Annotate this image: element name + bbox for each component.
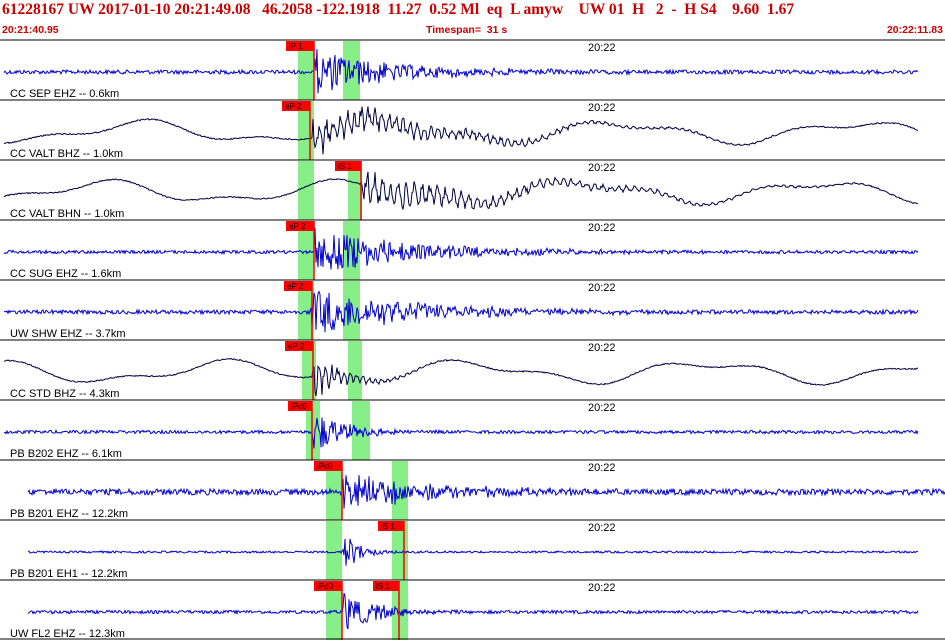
phase-pick[interactable]: iPc0: [288, 401, 313, 460]
trace-row[interactable]: iS 1 20:22 CC VALT BHN -- 1.0km: [0, 159, 945, 220]
pick-label: eP 2: [287, 282, 304, 291]
time-mark: 20:22: [588, 42, 616, 54]
phase-pick[interactable]: iPd0: [314, 581, 343, 640]
waveform: [3, 227, 919, 270]
pick-label: iPc0: [317, 462, 333, 471]
trace-row[interactable]: eP 2 20:22 UW SHW EHZ -- 3.7km: [0, 279, 945, 340]
pick-box: [288, 401, 312, 411]
channel-label: UW SHW EHZ -- 3.7km: [10, 328, 126, 340]
waveform: [27, 592, 919, 630]
waveform: [3, 417, 919, 449]
pick-label: iPd0: [317, 582, 334, 591]
pick-box: [314, 581, 342, 591]
waveform: [3, 290, 919, 333]
end-time-label: 20:22:11.83: [886, 24, 943, 36]
time-mark: 20:22: [588, 222, 616, 234]
window-band: [326, 521, 342, 580]
channel-label: CC VALT BHZ -- 1.0km: [10, 148, 123, 160]
phase-pick[interactable]: eP 2: [285, 341, 314, 400]
pick-box: [285, 341, 313, 351]
trace-row[interactable]: iS 1 20:22 PB B201 EH1 -- 12.2km: [0, 519, 945, 580]
pick-label: iP 1: [289, 42, 303, 51]
phase-pick[interactable]: iS 1: [378, 521, 405, 580]
window-band: [392, 581, 408, 640]
trace-row[interactable]: iPc0 20:22 PB B201 EHZ -- 12.2km: [0, 459, 945, 520]
time-mark: 20:22: [588, 162, 616, 174]
time-mark: 20:22: [588, 102, 616, 114]
pick-box: [314, 461, 342, 471]
time-mark: 20:22: [588, 462, 616, 474]
start-time-label: 20:21:40.95: [2, 24, 59, 36]
pick-label: iPc0: [291, 402, 307, 411]
trace-row[interactable]: iPc0 20:22 PB B202 EHZ -- 6.1km: [0, 399, 945, 460]
window-band: [306, 401, 320, 460]
pick-label: eP 2: [289, 222, 306, 231]
phase-pick[interactable]: eP 2: [282, 101, 311, 160]
pick-box: [373, 581, 399, 591]
phase-pick[interactable]: iS 1: [335, 161, 362, 220]
phase-pick[interactable]: iPc0: [314, 461, 343, 520]
waveform: [27, 475, 945, 509]
waveform: [27, 538, 919, 566]
channel-label: PB B202 EHZ -- 6.1km: [10, 448, 122, 460]
pick-label: iS 1: [381, 522, 395, 531]
window-band: [298, 161, 314, 220]
waveform: [3, 106, 919, 155]
time-mark: 20:22: [588, 522, 616, 534]
time-mark: 20:22: [588, 282, 616, 294]
window-band: [343, 281, 360, 340]
time-mark: 20:22: [588, 582, 616, 594]
waveform: [3, 171, 919, 210]
waveform: [3, 49, 919, 94]
phase-pick[interactable]: iS 1: [373, 581, 400, 640]
pick-label: eP 2: [288, 342, 305, 351]
trace-row[interactable]: eP 2 20:22 CC SUG EHZ -- 1.6km: [0, 219, 945, 280]
trace-row[interactable]: iPd0 iS 1 20:22 UW FL2 EHZ -- 12.3km: [0, 579, 945, 640]
phase-pick[interactable]: eP 2: [284, 281, 313, 340]
waveform: [3, 357, 919, 397]
pick-box: [378, 521, 404, 531]
header-bar: 61228167 UW 2017-01-10 20:21:49.08 46.20…: [0, 0, 945, 40]
time-mark: 20:22: [588, 342, 616, 354]
window-band: [298, 281, 314, 340]
phase-pick[interactable]: iP 1: [286, 41, 315, 100]
channel-label: CC SUG EHZ -- 1.6km: [10, 268, 121, 280]
phase-pick[interactable]: eP 2: [286, 221, 315, 280]
window-band: [326, 461, 342, 520]
channel-label: CC VALT BHN -- 1.0km: [10, 208, 124, 220]
window-band: [352, 401, 370, 460]
time-mark: 20:22: [588, 402, 616, 414]
window-band: [348, 161, 362, 220]
pick-label: iS 1: [376, 582, 390, 591]
channel-label: CC SEP EHZ -- 0.6km: [10, 88, 119, 100]
timespan-label: Timespan= 31 s: [426, 24, 508, 36]
trace-row[interactable]: eP 2 20:22 CC VALT BHZ -- 1.0km: [0, 99, 945, 160]
pick-box: [335, 161, 361, 171]
trace-row[interactable]: iP 1 20:22 CC SEP EHZ -- 0.6km: [0, 39, 945, 100]
channel-label: UW FL2 EHZ -- 12.3km: [10, 628, 125, 640]
window-band: [298, 41, 314, 100]
channel-label: PB B201 EHZ -- 12.2km: [10, 508, 128, 520]
channel-label: PB B201 EH1 -- 12.2km: [10, 568, 127, 580]
pick-box: [286, 221, 314, 231]
pick-label: iS 1: [338, 162, 352, 171]
pick-box: [286, 41, 314, 51]
pick-label: eP 2: [285, 102, 302, 111]
window-band: [348, 341, 362, 400]
pick-box: [284, 281, 312, 291]
pick-box: [282, 101, 310, 111]
trace-row[interactable]: eP 2 20:22 CC STD BHZ -- 4.3km: [0, 339, 945, 400]
channel-label: CC STD BHZ -- 4.3km: [10, 388, 119, 400]
event-title: 61228167 UW 2017-01-10 20:21:49.08 46.20…: [2, 1, 795, 18]
